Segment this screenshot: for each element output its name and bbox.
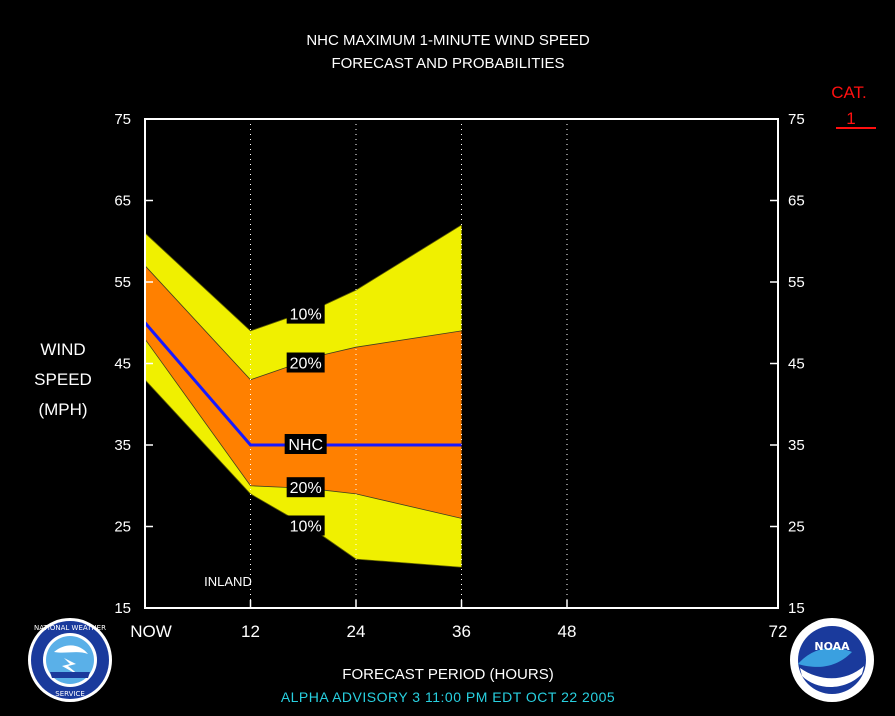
band-20pct-1	[145, 265, 462, 519]
x-tick-label-12: 12	[241, 622, 260, 641]
band-label-box	[286, 352, 325, 373]
band-label-box	[286, 477, 325, 498]
band-label-2: NHC	[288, 437, 323, 454]
band-label-box	[286, 303, 325, 324]
y-tick-label-right-75: 75	[788, 111, 805, 128]
x-axis-ticks: NOW 12 24 36 48 72	[130, 600, 787, 641]
nws-logo-text-bottom: SERVICE	[55, 690, 85, 698]
x-tick-label-48: 48	[558, 622, 577, 641]
y-tick-label-left-25: 25	[114, 519, 131, 536]
band-labels: 10% 20% NHC 20% 10%	[284, 303, 327, 536]
x-tick-label-72: 72	[769, 622, 788, 641]
y-tick-label-left-55: 55	[114, 274, 131, 291]
category-label: CAT.	[831, 83, 867, 102]
y-axis-label-line3: (MPH)	[38, 400, 87, 419]
y-axis-label-line1: WIND	[40, 340, 85, 359]
band-label-box	[284, 434, 327, 454]
x-tick-label-36: 36	[452, 622, 471, 641]
inland-annotation: INLAND	[204, 574, 252, 589]
band-label-1: 20%	[290, 356, 322, 373]
x-axis-label: FORECAST PERIOD (HOURS)	[342, 666, 553, 683]
y-tick-label-right-55: 55	[788, 274, 805, 291]
y-tick-label-right-35: 35	[788, 437, 805, 454]
band-label-3: 20%	[290, 480, 322, 497]
chart-title: NHC MAXIMUM 1-MINUTE WIND SPEED	[306, 32, 590, 49]
advisory-line: ALPHA ADVISORY 3 11:00 PM EDT OCT 22 200…	[281, 689, 615, 705]
x-tick-label-24: 24	[347, 622, 366, 641]
nws-logo-text: NATIONAL WEATHER	[34, 624, 106, 632]
y-tick-label-left-15: 15	[114, 600, 131, 617]
noaa-logo-text: NOAA	[814, 640, 850, 653]
y-tick-label-left-35: 35	[114, 437, 131, 454]
y-tick-label-right-25: 25	[788, 519, 805, 536]
nws-logo: NATIONAL WEATHER SERVICE	[28, 618, 112, 702]
category-value: 1	[846, 109, 855, 128]
y-tick-label-right-65: 65	[788, 193, 805, 210]
y-tick-label-left-65: 65	[114, 193, 131, 210]
x-tick-label-now: NOW	[130, 622, 172, 641]
y-axis-label-line2: SPEED	[34, 370, 92, 389]
band-label-box	[286, 515, 325, 536]
y-axis-ticks: 15 15 25 25 35 35 45 45 55 55 65 65 75 75	[114, 111, 804, 617]
band-label-4: 10%	[290, 519, 322, 536]
band-label-0: 10%	[290, 307, 322, 324]
chart-subtitle: FORECAST AND PROBABILITIES	[331, 55, 564, 72]
noaa-logo: NOAA	[790, 618, 874, 702]
y-tick-label-left-75: 75	[114, 111, 131, 128]
y-tick-label-right-45: 45	[788, 356, 805, 373]
y-tick-label-right-15: 15	[788, 600, 805, 617]
y-tick-label-left-45: 45	[114, 356, 131, 373]
